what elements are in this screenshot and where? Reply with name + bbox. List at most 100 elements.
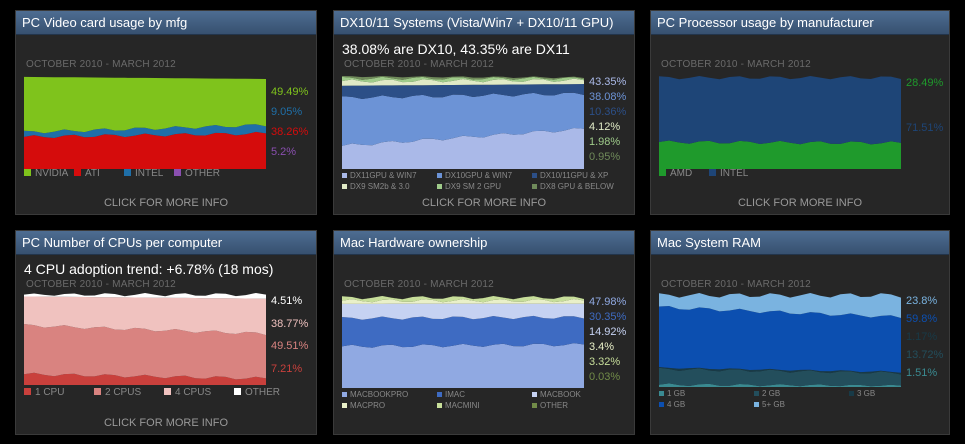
panel-mac-hardware[interactable]: Mac Hardware ownership OCTOBER 2010 - MA…: [333, 230, 635, 435]
legend-swatch: [532, 184, 537, 189]
legend-label: 2 GB: [762, 389, 781, 398]
legend-swatch: [342, 392, 347, 397]
value-label-dx8-gpu-below: 0.95%: [589, 151, 621, 163]
legend-swatch: [24, 388, 31, 395]
legend-swatch: [754, 402, 759, 407]
panel-dx-systems[interactable]: DX10/11 Systems (Vista/Win7 + DX10/11 GP…: [333, 10, 635, 215]
legend-item-dx8-gpu-below: DX8 GPU & BELOW: [532, 182, 614, 191]
legend-label: DX10GPU & WIN7: [445, 171, 513, 180]
value-labels: 4.51% 38.77% 49.51% 7.21%: [271, 295, 316, 385]
legend-label: IMAC: [445, 390, 465, 399]
legend-label: DX9 SM 2 GPU: [445, 182, 502, 191]
more-info-link[interactable]: CLICK FOR MORE INFO: [103, 417, 229, 429]
legend-item-4-cpus: 4 CPUS: [164, 387, 211, 398]
chart-legend: NVIDIA ATI INTEL OTHER: [24, 168, 309, 182]
legend-item-ati: ATI: [74, 168, 100, 179]
legend-swatch: [532, 403, 537, 408]
legend-item-dx10gpu-win7: DX10GPU & WIN7: [437, 171, 512, 180]
legend-label: 1 GB: [667, 389, 686, 398]
legend-label: DX10/11GPU & XP: [540, 171, 609, 180]
value-label-macbook: 14.92%: [589, 326, 627, 338]
chart-legend: 1 CPU 2 CPUS 4 CPUS OTHER: [24, 387, 309, 401]
value-labels: 49.49% 9.05% 38.26% 5.2%: [271, 86, 316, 166]
legend-swatch: [437, 184, 442, 189]
chart-period: OCTOBER 2010 - MARCH 2012: [344, 59, 494, 70]
legend-label: 1 CPU: [35, 387, 65, 398]
legend-item-dx9-sm-2-gpu: DX9 SM 2 GPU: [437, 182, 501, 191]
legend-swatch: [74, 169, 81, 176]
panel-title: DX10/11 Systems (Vista/Win7 + DX10/11 GP…: [334, 11, 634, 35]
value-label-5-gb: 23.8%: [906, 295, 938, 307]
chart-legend: MACBOOKPRO IMAC MACBOOK MACPRO MACMINI OTHER: [342, 390, 632, 414]
value-label-4-gb: 59.8%: [906, 313, 938, 325]
more-info-link[interactable]: CLICK FOR MORE INFO: [421, 197, 547, 209]
legend-label: MACBOOK: [540, 390, 581, 399]
area-series-2-cpus: [24, 324, 266, 380]
value-label-dx10gpu-win7: 38.08%: [589, 91, 627, 103]
area-series-macpro: [342, 299, 584, 304]
panel-processor[interactable]: PC Processor usage by manufacturer OCTOB…: [650, 10, 950, 215]
area-series-nvidia: [24, 76, 266, 134]
value-label-1-cpu: 7.21%: [271, 362, 303, 375]
chart-period: OCTOBER 2010 - MARCH 2012: [26, 279, 176, 290]
area-series-5-gb: [659, 293, 901, 318]
legend-item-other: OTHER: [532, 401, 568, 410]
legend-label: DX11GPU & WIN7: [350, 171, 417, 180]
value-label-intel: 71.51%: [906, 122, 944, 134]
area-series-macmini: [342, 296, 584, 303]
legend-item-2-cpus: 2 CPUS: [94, 387, 141, 398]
panel-title: Mac Hardware ownership: [334, 231, 634, 255]
panel-video-card[interactable]: PC Video card usage by mfg OCTOBER 2010 …: [15, 10, 317, 215]
legend-item-dx10-11gpu-xp: DX10/11GPU & XP: [532, 171, 608, 180]
legend-swatch: [342, 403, 347, 408]
headline-stat: 38.08% are DX10, 43.35% are DX11: [342, 41, 570, 57]
legend-item-macpro: MACPRO: [342, 401, 385, 410]
value-label-2-gb: 13.72%: [906, 349, 944, 361]
chart-legend: 1 GB 2 GB 3 GB 4 GB 5+ GB: [659, 389, 949, 413]
value-label-other: 0.03%: [589, 371, 621, 383]
legend-item-macmini: MACMINI: [437, 401, 480, 410]
area-series-other: [24, 293, 266, 299]
area-chart: [659, 293, 901, 387]
panel-cpu-count[interactable]: PC Number of CPUs per computer 4 CPU ado…: [15, 230, 317, 435]
value-label-dx9-sm2b-3-0: 4.12%: [589, 121, 621, 133]
more-info-link[interactable]: CLICK FOR MORE INFO: [737, 197, 863, 209]
chart-period: OCTOBER 2010 - MARCH 2012: [26, 59, 176, 70]
legend-label: INTEL: [135, 168, 164, 179]
legend-swatch: [437, 403, 442, 408]
legend-label: MACMINI: [445, 401, 480, 410]
chart-legend: AMD INTEL: [659, 168, 944, 182]
legend-item-dx11gpu-win7: DX11GPU & WIN7: [342, 171, 417, 180]
legend-label: DX8 GPU & BELOW: [540, 182, 614, 191]
value-label-other: 5.2%: [271, 146, 297, 158]
legend-label: 3 GB: [857, 389, 876, 398]
panel-title: PC Number of CPUs per computer: [16, 231, 316, 255]
value-label-other: 4.51%: [271, 295, 303, 307]
panel-mac-ram[interactable]: Mac System RAM OCTOBER 2010 - MARCH 2012…: [650, 230, 950, 435]
value-label-4-cpus: 38.77%: [271, 317, 309, 330]
legend-item-4-gb: 4 GB: [659, 400, 685, 409]
value-labels: 28.49% 71.51%: [906, 77, 951, 167]
area-series-3-gb: [659, 367, 901, 375]
legend-swatch: [659, 402, 664, 407]
legend-swatch: [164, 388, 171, 395]
legend-item-5-gb: 5+ GB: [754, 400, 785, 409]
legend-swatch: [342, 173, 347, 178]
legend-label: OTHER: [185, 168, 220, 179]
value-label-intel: 9.05%: [271, 106, 303, 118]
chart-period: OCTOBER 2010 - MARCH 2012: [344, 279, 494, 290]
value-label-ati: 38.26%: [271, 126, 309, 138]
legend-swatch: [24, 169, 31, 176]
legend-item-1-gb: 1 GB: [659, 389, 685, 398]
area-series-imac: [342, 315, 584, 348]
area-series-dx10-11gpu-xp: [342, 84, 584, 99]
legend-item-amd: AMD: [659, 168, 692, 179]
legend-label: AMD: [670, 168, 693, 179]
more-info-link[interactable]: CLICK FOR MORE INFO: [103, 197, 229, 209]
value-label-dx9-sm-2-gpu: 1.98%: [589, 136, 621, 148]
legend-swatch: [532, 173, 537, 178]
legend-label: 4 CPUS: [175, 387, 212, 398]
legend-item-other: OTHER: [174, 168, 220, 179]
legend-swatch: [659, 169, 666, 176]
chart-period: OCTOBER 2010 - MARCH 2012: [661, 59, 811, 70]
